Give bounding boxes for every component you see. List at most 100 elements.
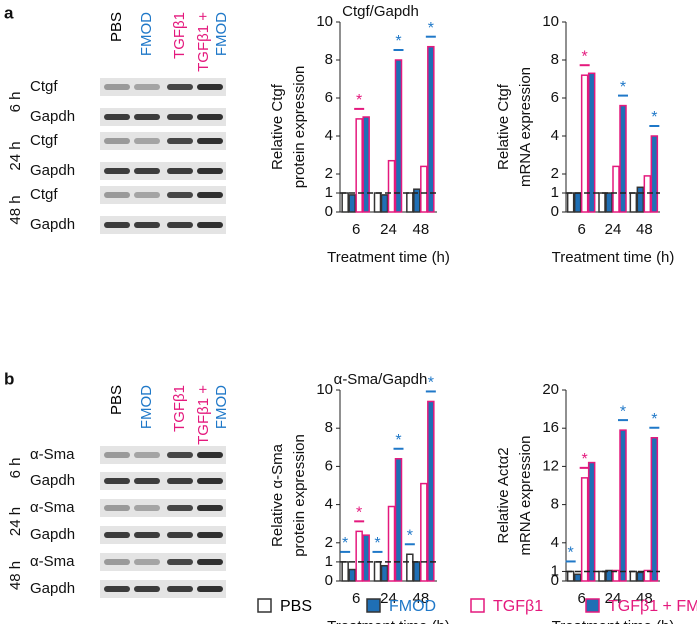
bar <box>598 570 606 582</box>
bar <box>355 530 363 582</box>
significance-star: * <box>428 20 434 37</box>
blot-band <box>104 478 130 484</box>
blot-background <box>100 78 226 96</box>
blot-background <box>100 580 226 598</box>
blot-band <box>167 84 193 90</box>
bar <box>636 186 645 213</box>
legend-label: PBS <box>280 598 312 615</box>
band-label: Gapdh <box>30 580 75 597</box>
bar <box>612 569 620 582</box>
blot-band <box>197 452 223 458</box>
blot-band <box>167 192 193 198</box>
bar <box>598 192 606 213</box>
bar <box>643 175 652 213</box>
y-tick-label: 8 <box>325 51 333 68</box>
y-tick-label: 2 <box>551 165 559 182</box>
lane-label: TGFβ1 <box>171 12 188 59</box>
bar <box>406 192 414 213</box>
x-tick-label: 24 <box>605 590 622 607</box>
bar <box>341 192 349 213</box>
y-tick-label: 6 <box>325 457 333 474</box>
band-label: Gapdh <box>30 472 75 489</box>
bar <box>573 573 582 582</box>
blot-band <box>197 586 223 592</box>
blot-band <box>134 452 160 458</box>
time-label: 6 h <box>7 92 24 113</box>
y-tick-label: 20 <box>542 381 559 398</box>
band-label: Ctgf <box>30 186 58 203</box>
blot-band <box>197 168 223 174</box>
blot-band <box>134 222 160 228</box>
blot-band <box>134 478 160 484</box>
band-label: α-Sma <box>30 499 75 516</box>
bar <box>355 118 363 213</box>
band-label: Gapdh <box>30 216 75 233</box>
y-axis-label: mRNA expression <box>517 435 534 555</box>
bar <box>348 568 356 582</box>
y-tick-label: 12 <box>542 457 559 474</box>
bar <box>387 505 396 582</box>
y-tick-label: 0 <box>551 203 559 220</box>
y-tick-label: 2 <box>325 534 333 551</box>
significance-star: * <box>651 109 657 126</box>
blot-band <box>104 114 130 120</box>
bar <box>341 561 349 582</box>
lane-label: PBS <box>108 385 125 415</box>
blot-band <box>104 452 130 458</box>
chart-title: α-Sma/Gapdh <box>334 371 428 388</box>
bar <box>580 74 589 213</box>
blot-band <box>197 138 223 144</box>
y-tick-label: 1 <box>325 553 333 570</box>
x-tick-label: 6 <box>577 590 585 607</box>
legend-swatch <box>470 598 485 613</box>
blot-band <box>197 478 223 484</box>
legend-swatch <box>366 598 381 613</box>
lane-label: PBS <box>108 12 125 42</box>
significance-star: * <box>620 403 626 420</box>
blot-band <box>167 452 193 458</box>
blot-band <box>167 586 193 592</box>
blot-background <box>100 553 226 571</box>
blot-band <box>104 586 130 592</box>
blot-band <box>104 222 130 228</box>
x-axis-label: Treatment time (h) <box>552 249 675 266</box>
bar <box>573 192 582 213</box>
lane-label: FMOD <box>138 385 155 429</box>
blot-band <box>104 532 130 538</box>
blot-band <box>104 84 130 90</box>
significance-star: * <box>407 527 413 544</box>
bar <box>427 45 435 213</box>
x-tick-label: 6 <box>352 590 360 607</box>
y-tick-label: 0 <box>325 203 333 220</box>
bar <box>566 192 575 213</box>
lane-label: FMOD <box>213 385 230 429</box>
bar <box>427 400 435 582</box>
x-tick-label: 48 <box>412 221 429 238</box>
blot-band <box>167 114 193 120</box>
blot-band <box>104 138 130 144</box>
x-tick-label: 6 <box>352 221 360 238</box>
x-tick-label: 6 <box>577 221 585 238</box>
blot-band <box>134 114 160 120</box>
x-axis-label: Treatment time (h) <box>552 618 675 624</box>
band-label: α-Sma <box>30 553 75 570</box>
bar <box>587 72 596 213</box>
time-label: 24 h <box>7 507 24 536</box>
blot-background <box>100 446 226 464</box>
significance-star: * <box>651 411 657 428</box>
bar <box>619 429 627 582</box>
y-axis-label: mRNA expression <box>517 67 534 187</box>
y-tick-label: 0 <box>551 572 559 589</box>
blot-band <box>197 559 223 565</box>
bar <box>413 561 421 582</box>
x-axis-label: Treatment time (h) <box>327 618 450 624</box>
y-tick-label: 10 <box>542 13 559 30</box>
y-tick-label: 4 <box>551 534 559 551</box>
blot-band <box>197 192 223 198</box>
bar <box>629 570 638 582</box>
blot-band <box>167 505 193 511</box>
bar <box>373 561 382 582</box>
blot-band <box>134 532 160 538</box>
y-axis-label: protein expression <box>291 434 308 557</box>
